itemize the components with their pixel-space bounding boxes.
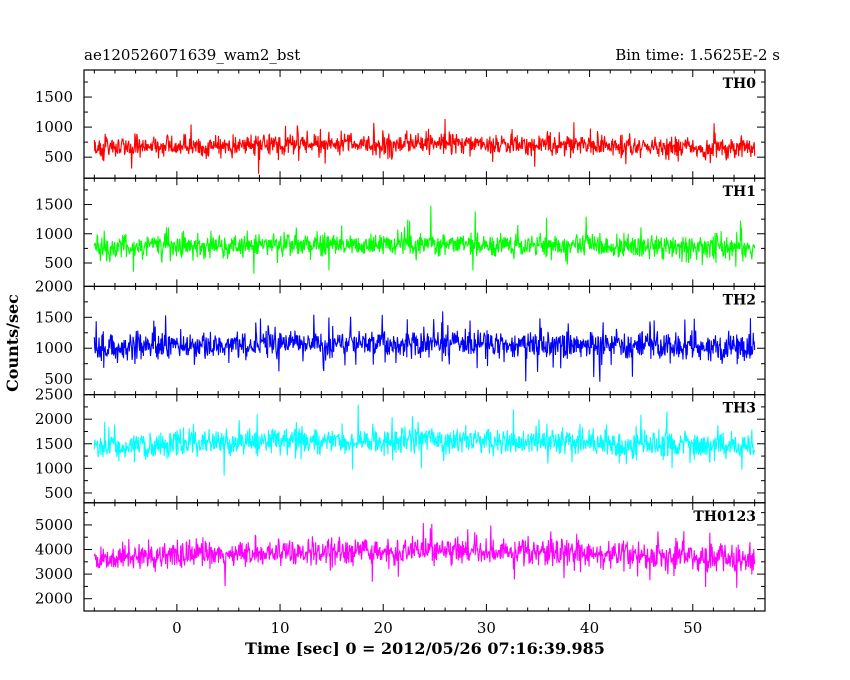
y-tick-label: 2000 [35,277,73,295]
y-tick-label: 500 [44,254,73,272]
series-line-th3 [93,404,756,476]
series-line-th0123 [93,522,756,588]
panel-th2: 500 1000 1500 2000 TH2 [35,277,766,396]
bin-time-label: Bin time: 1.5625E-2 s [615,46,780,64]
y-tick-label: 5000 [35,516,73,534]
y-tick-label: 1500 [35,88,73,106]
x-axis-label: Time [sec] 0 = 2012/05/26 07:16:39.985 [245,639,605,658]
series-line-th0 [93,119,756,174]
panel-th1: 500 1000 1500 TH1 [35,177,766,287]
series-line-th2 [93,311,756,382]
y-tick-label: 1000 [35,118,73,136]
series-line-th1 [93,205,756,274]
y-tick-label: 2500 [35,386,73,404]
x-tick-label: 50 [683,619,702,637]
y-tick-label: 500 [44,148,73,166]
y-tick-label: 4000 [35,541,73,559]
x-tick-label: 30 [477,619,496,637]
panel-th0: 500 1000 1500 TH0 [35,69,766,179]
x-tick-label: 0 [172,619,182,637]
panel-frame [83,177,766,287]
y-tick-label: 1000 [35,339,73,357]
y-axis-label: Counts/sec [3,294,22,392]
x-tick-label: 40 [580,619,599,637]
y-tick-label: 1000 [35,459,73,477]
y-tick-label: 1000 [35,225,73,243]
y-tick-label: 500 [44,484,73,502]
chart-title: ae120526071639_wam2_bst [84,46,300,64]
panel-label: TH0123 [693,509,756,525]
y-tick-label: 1500 [35,196,73,214]
y-tick-label: 500 [44,370,73,388]
panels-group: 500 1000 1500 TH0 500 1000 1500 TH1 500 1000 1500 2… [35,69,766,612]
panel-label: TH0 [723,76,757,92]
x-axis: 0 10 20 30 40 50 [172,619,702,637]
panel-frame [83,69,766,179]
y-tick-label: 2000 [35,410,73,428]
y-tick-label: 3000 [35,565,73,583]
y-tick-label: 2000 [35,590,73,608]
x-tick-label: 10 [270,619,289,637]
panel-label: TH2 [723,292,756,308]
panel-th0123: 2000 3000 4000 5000 TH0123 [35,502,766,612]
x-tick-label: 20 [374,619,393,637]
y-tick-label: 1500 [35,308,73,326]
panel-label: TH3 [723,401,756,417]
panel-th3: 500 1000 1500 2000 2500 TH3 [35,386,766,504]
panel-label: TH1 [723,184,756,200]
y-tick-label: 1500 [35,435,73,453]
